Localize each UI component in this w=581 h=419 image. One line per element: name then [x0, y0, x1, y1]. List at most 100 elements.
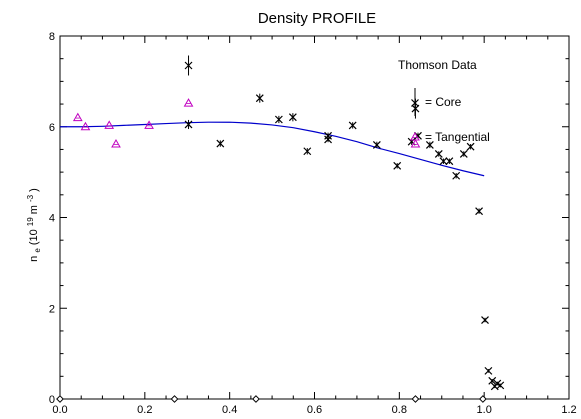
x-tick-label: 0.6 — [307, 404, 322, 416]
x-tick-label: 0.2 — [137, 404, 152, 416]
x-tick-label: 1.0 — [477, 404, 492, 416]
y-axis-label-unit-close: ) — [28, 188, 40, 192]
core-marker — [324, 135, 332, 144]
tangential-point — [80, 121, 91, 131]
legend-core-symbol — [411, 88, 419, 116]
fit-line-layer — [60, 121, 485, 177]
cross-stroke — [348, 121, 357, 130]
cross-stroke — [439, 157, 448, 166]
core-marker — [216, 139, 225, 148]
y-tick-label: 0 — [49, 394, 55, 406]
core-point — [184, 119, 193, 130]
core-marker — [324, 131, 332, 140]
cross-stroke — [372, 140, 381, 149]
cross-stroke — [481, 316, 489, 324]
triangle-outline — [144, 120, 154, 129]
core-point — [348, 121, 357, 130]
core-point — [439, 157, 448, 166]
cross-stroke — [411, 99, 419, 107]
y-axis-label: n e (10 19 m -3 ) — [24, 188, 43, 262]
core-marker — [496, 381, 505, 390]
core-point — [452, 171, 461, 180]
core-marker — [484, 366, 493, 375]
y-axis-label-base: n — [28, 256, 40, 262]
cross-stroke — [434, 150, 443, 158]
tangential-point — [72, 112, 83, 122]
y-tick-label: 6 — [49, 122, 55, 134]
core-point — [372, 140, 381, 149]
core-point — [488, 376, 497, 385]
cross-stroke — [484, 366, 493, 375]
y-axis-label-unit-mid: m — [28, 205, 40, 214]
core-point — [484, 366, 493, 375]
core-point — [459, 150, 468, 158]
tangential-point — [183, 98, 194, 107]
core-marker — [184, 120, 193, 129]
core-point — [496, 381, 505, 390]
tangential-point — [111, 138, 121, 148]
tangential-point — [410, 138, 421, 148]
core-marker — [393, 161, 402, 170]
legend-tangential-label: = Tangential — [425, 130, 490, 144]
core-marker — [184, 61, 193, 70]
core-point — [255, 93, 264, 103]
cross-stroke — [288, 113, 297, 122]
cross-stroke — [184, 61, 193, 70]
core-marker — [288, 113, 297, 122]
fit-line — [60, 121, 485, 177]
core-point — [425, 140, 434, 149]
core-point — [481, 316, 489, 324]
triangle-outline — [410, 138, 421, 148]
cross-stroke — [493, 379, 502, 388]
core-marker — [445, 157, 454, 166]
core-point — [324, 135, 332, 144]
cross-stroke — [303, 147, 312, 156]
cross-stroke — [393, 161, 402, 170]
core-point — [445, 157, 454, 166]
x-tick-label: 0.8 — [392, 404, 407, 416]
core-marker — [452, 171, 461, 180]
cross-stroke — [324, 131, 332, 140]
cross-stroke — [414, 131, 422, 140]
cross-stroke — [452, 171, 461, 180]
core-marker — [475, 207, 484, 216]
core-marker — [255, 94, 264, 103]
core-point — [288, 113, 297, 122]
core-marker — [459, 150, 468, 158]
core-point — [184, 55, 193, 76]
edge-diamond-marker — [56, 395, 64, 403]
cross-stroke — [184, 120, 193, 129]
core-point — [434, 150, 443, 158]
y-tick-label: 8 — [49, 31, 55, 43]
core-marker — [481, 316, 489, 324]
core-marker — [439, 157, 448, 166]
triangle-outline — [72, 112, 83, 122]
y-axis-label-unit-exp2: -3 — [26, 194, 35, 202]
core-marker — [303, 147, 312, 156]
legend: = Core = Tangential — [410, 88, 490, 144]
legend-core-marker — [411, 99, 419, 107]
core-marker — [466, 142, 475, 151]
axes-layer: 0.0 0.2 0.4 0.6 0.8 1.0 1.2 0 2 4 6 8 — [49, 31, 577, 416]
cross-stroke — [475, 207, 484, 216]
cross-stroke — [407, 137, 416, 146]
core-point — [216, 139, 225, 148]
cross-stroke — [324, 135, 332, 144]
core-point — [475, 207, 484, 216]
y-axis-label-unit-exp: 19 — [26, 217, 35, 226]
edge-diamond-marker — [478, 395, 487, 403]
triangle-outline — [104, 120, 115, 129]
cross-stroke — [496, 381, 505, 390]
cross-stroke — [274, 115, 283, 124]
cross-stroke — [425, 140, 434, 149]
legend-tangential-symbol — [410, 131, 420, 141]
data-points-layer — [56, 55, 505, 403]
core-marker — [348, 121, 357, 130]
core-marker — [274, 115, 283, 124]
triangle-outline — [111, 138, 121, 148]
tangential-point — [144, 120, 154, 129]
core-marker — [372, 140, 381, 149]
core-marker — [434, 150, 443, 158]
x-tick-label: 1.2 — [561, 404, 576, 416]
